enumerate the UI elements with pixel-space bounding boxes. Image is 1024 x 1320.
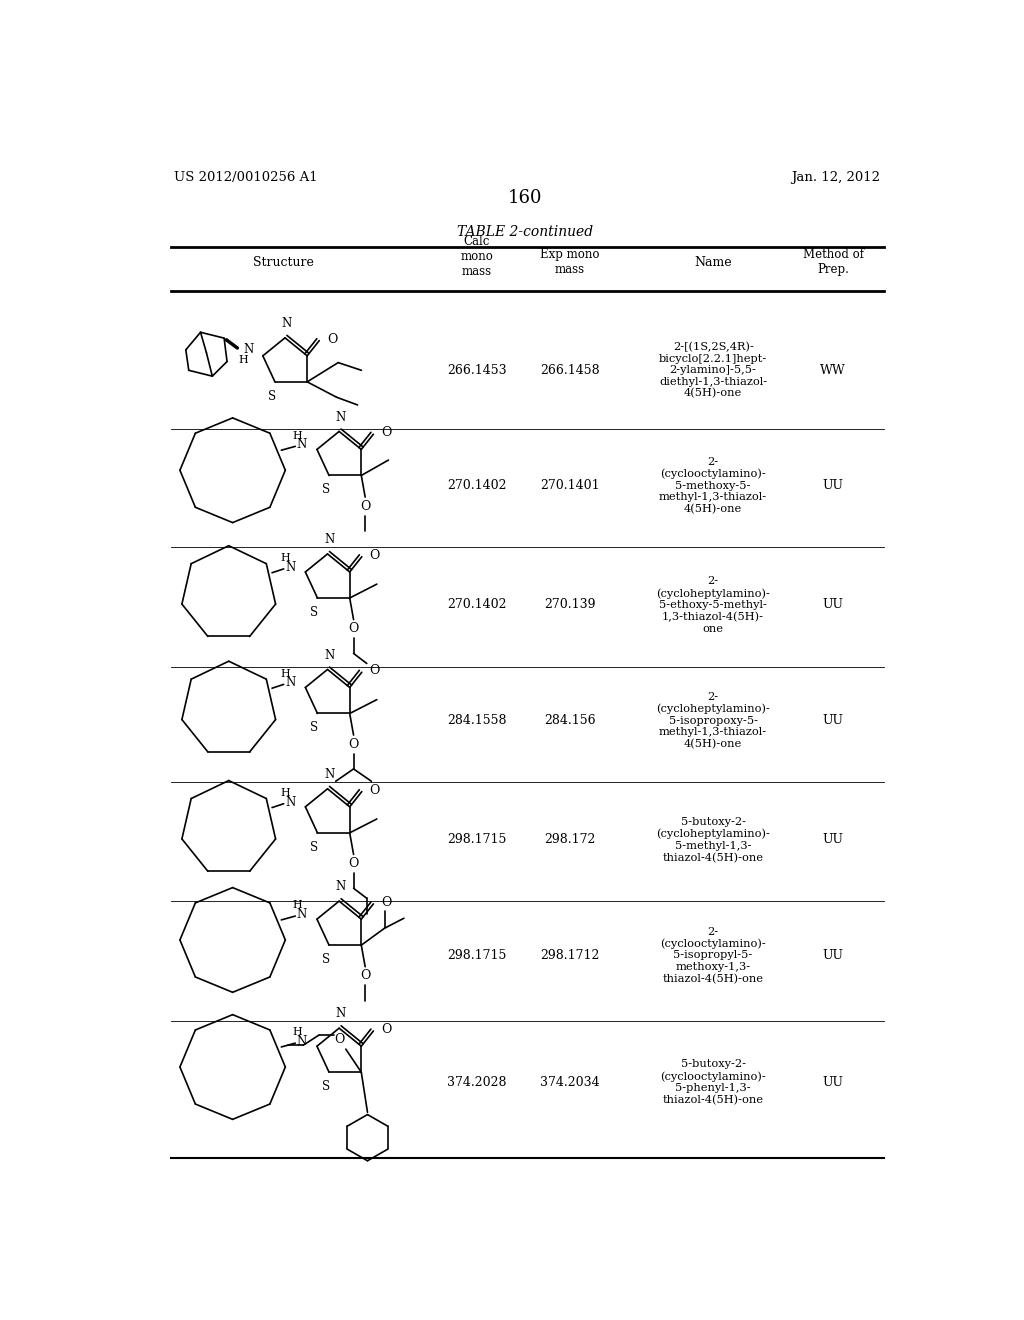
Text: WW: WW bbox=[820, 363, 846, 376]
Text: H: H bbox=[239, 355, 249, 366]
Text: H: H bbox=[281, 788, 290, 799]
Text: 298.1715: 298.1715 bbox=[447, 949, 507, 962]
Text: N: N bbox=[324, 533, 334, 546]
Text: O: O bbox=[370, 549, 380, 562]
Text: 374.2034: 374.2034 bbox=[540, 1076, 600, 1089]
Text: O: O bbox=[370, 664, 380, 677]
Text: Calc
mono
mass: Calc mono mass bbox=[461, 235, 494, 279]
Text: N: N bbox=[286, 561, 296, 574]
Text: N: N bbox=[297, 908, 307, 921]
Text: N: N bbox=[336, 411, 346, 424]
Text: 2-
(cycloheptylamino)-
5-ethoxy-5-methyl-
1,3-thiazol-4(5H)-
one: 2- (cycloheptylamino)- 5-ethoxy-5-methyl… bbox=[656, 577, 770, 634]
Text: O: O bbox=[360, 500, 371, 512]
Text: O: O bbox=[370, 784, 380, 796]
Text: 270.139: 270.139 bbox=[544, 598, 596, 611]
Text: S: S bbox=[310, 721, 318, 734]
Text: US 2012/0010256 A1: US 2012/0010256 A1 bbox=[174, 172, 318, 185]
Text: N: N bbox=[286, 796, 296, 809]
Text: N: N bbox=[324, 768, 334, 781]
Text: TABLE 2-continued: TABLE 2-continued bbox=[457, 224, 593, 239]
Text: UU: UU bbox=[822, 949, 844, 962]
Text: N: N bbox=[244, 343, 254, 356]
Text: N: N bbox=[297, 438, 307, 451]
Text: N: N bbox=[282, 317, 292, 330]
Text: 2-
(cyclooctylamino)-
5-methoxy-5-
methyl-1,3-thiazol-
4(5H)-one: 2- (cyclooctylamino)- 5-methoxy-5- methy… bbox=[659, 457, 767, 515]
Text: 374.2028: 374.2028 bbox=[447, 1076, 507, 1089]
Text: UU: UU bbox=[822, 1076, 844, 1089]
Text: H: H bbox=[292, 1027, 302, 1038]
Text: S: S bbox=[310, 841, 318, 854]
Text: N: N bbox=[336, 880, 346, 894]
Text: 2-
(cyclooctylamino)-
5-isopropyl-5-
methoxy-1,3-
thiazol-4(5H)-one: 2- (cyclooctylamino)- 5-isopropyl-5- met… bbox=[660, 927, 766, 985]
Text: S: S bbox=[322, 953, 330, 966]
Text: Jan. 12, 2012: Jan. 12, 2012 bbox=[791, 172, 880, 185]
Text: H: H bbox=[292, 430, 302, 441]
Text: S: S bbox=[310, 606, 318, 619]
Text: O: O bbox=[360, 969, 371, 982]
Text: UU: UU bbox=[822, 714, 844, 727]
Text: 284.156: 284.156 bbox=[544, 714, 596, 727]
Text: O: O bbox=[381, 1023, 391, 1036]
Text: N: N bbox=[324, 648, 334, 661]
Text: S: S bbox=[268, 389, 275, 403]
Text: 270.1401: 270.1401 bbox=[540, 479, 600, 492]
Text: N: N bbox=[297, 1035, 307, 1048]
Text: O: O bbox=[381, 426, 391, 440]
Text: N: N bbox=[286, 676, 296, 689]
Text: 2-
(cycloheptylamino)-
5-isopropoxy-5-
methyl-1,3-thiazol-
4(5H)-one: 2- (cycloheptylamino)- 5-isopropoxy-5- m… bbox=[656, 692, 770, 750]
Text: H: H bbox=[281, 669, 290, 678]
Text: 298.1712: 298.1712 bbox=[540, 949, 599, 962]
Text: H: H bbox=[281, 553, 290, 564]
Text: 160: 160 bbox=[508, 190, 542, 207]
Text: 266.1458: 266.1458 bbox=[540, 363, 600, 376]
Text: Method of
Prep.: Method of Prep. bbox=[803, 248, 864, 276]
Text: O: O bbox=[335, 1032, 345, 1045]
Text: H: H bbox=[292, 900, 302, 911]
Text: 298.1715: 298.1715 bbox=[447, 833, 507, 846]
Text: UU: UU bbox=[822, 833, 844, 846]
Text: 2-[(1S,2S,4R)-
bicyclo[2.2.1]hept-
2-ylamino]-5,5-
diethyl-1,3-thiazol-
4(5H)-on: 2-[(1S,2S,4R)- bicyclo[2.2.1]hept- 2-yla… bbox=[659, 342, 767, 399]
Text: Structure: Structure bbox=[253, 256, 313, 269]
Text: 266.1453: 266.1453 bbox=[446, 363, 507, 376]
Text: S: S bbox=[322, 1080, 330, 1093]
Text: Exp mono
mass: Exp mono mass bbox=[540, 248, 599, 276]
Text: UU: UU bbox=[822, 479, 844, 492]
Text: Name: Name bbox=[694, 256, 732, 269]
Text: 270.1402: 270.1402 bbox=[447, 479, 507, 492]
Text: O: O bbox=[381, 896, 391, 909]
Text: N: N bbox=[336, 1007, 346, 1020]
Text: O: O bbox=[348, 857, 358, 870]
Text: 270.1402: 270.1402 bbox=[447, 598, 507, 611]
Text: UU: UU bbox=[822, 598, 844, 611]
Text: S: S bbox=[322, 483, 330, 496]
Text: 298.172: 298.172 bbox=[544, 833, 595, 846]
Text: O: O bbox=[327, 333, 337, 346]
Text: 5-butoxy-2-
(cyclooctylamino)-
5-phenyl-1,3-
thiazol-4(5H)-one: 5-butoxy-2- (cyclooctylamino)- 5-phenyl-… bbox=[660, 1060, 766, 1105]
Text: 5-butoxy-2-
(cycloheptylamino)-
5-methyl-1,3-
thiazol-4(5H)-one: 5-butoxy-2- (cycloheptylamino)- 5-methyl… bbox=[656, 817, 770, 863]
Text: O: O bbox=[348, 622, 358, 635]
Text: O: O bbox=[348, 738, 358, 751]
Text: 284.1558: 284.1558 bbox=[447, 714, 507, 727]
